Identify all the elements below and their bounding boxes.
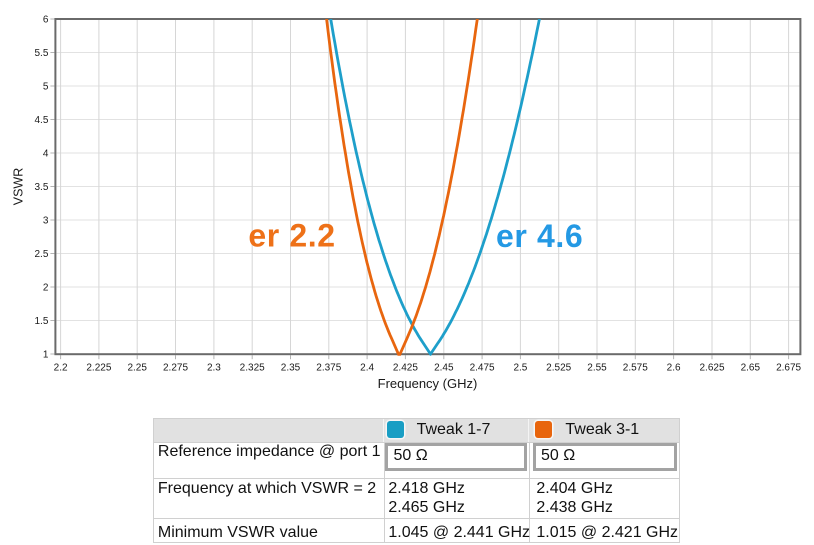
svg-text:Frequency (GHz): Frequency (GHz) (378, 376, 478, 391)
svg-text:er 2.2: er 2.2 (248, 217, 335, 253)
svg-text:2.275: 2.275 (163, 363, 188, 374)
svg-text:4: 4 (43, 149, 49, 160)
svg-text:2.325: 2.325 (240, 363, 265, 374)
svg-text:2.475: 2.475 (470, 363, 495, 374)
svg-text:2.3: 2.3 (207, 363, 221, 374)
svg-text:4.5: 4.5 (34, 115, 48, 126)
svg-text:2.35: 2.35 (281, 363, 301, 374)
svg-text:2: 2 (43, 283, 49, 294)
svg-text:5: 5 (43, 82, 49, 93)
svg-text:2.2: 2.2 (54, 363, 68, 374)
svg-text:6: 6 (43, 15, 49, 26)
svg-text:2.55: 2.55 (587, 363, 607, 374)
svg-text:2.6: 2.6 (667, 363, 681, 374)
svg-text:2.675: 2.675 (776, 363, 801, 374)
svg-text:3: 3 (43, 216, 49, 227)
svg-text:VSWR: VSWR (12, 168, 26, 206)
svg-text:1: 1 (43, 350, 49, 361)
svg-text:er 4.6: er 4.6 (496, 218, 583, 254)
svg-text:2.4: 2.4 (360, 363, 374, 374)
svg-text:2.375: 2.375 (316, 363, 341, 374)
svg-text:2.525: 2.525 (546, 363, 571, 374)
svg-text:2.625: 2.625 (699, 363, 724, 374)
svg-text:2.45: 2.45 (434, 363, 454, 374)
svg-text:5.5: 5.5 (34, 48, 48, 59)
svg-text:2.5: 2.5 (34, 249, 48, 260)
svg-text:2.575: 2.575 (623, 363, 648, 374)
svg-text:3.5: 3.5 (34, 182, 48, 193)
svg-text:2.25: 2.25 (127, 363, 147, 374)
svg-text:2.65: 2.65 (741, 363, 761, 374)
svg-text:2.5: 2.5 (513, 363, 527, 374)
svg-text:1.5: 1.5 (34, 316, 48, 327)
svg-text:2.225: 2.225 (86, 363, 111, 374)
svg-text:2.425: 2.425 (393, 363, 418, 374)
